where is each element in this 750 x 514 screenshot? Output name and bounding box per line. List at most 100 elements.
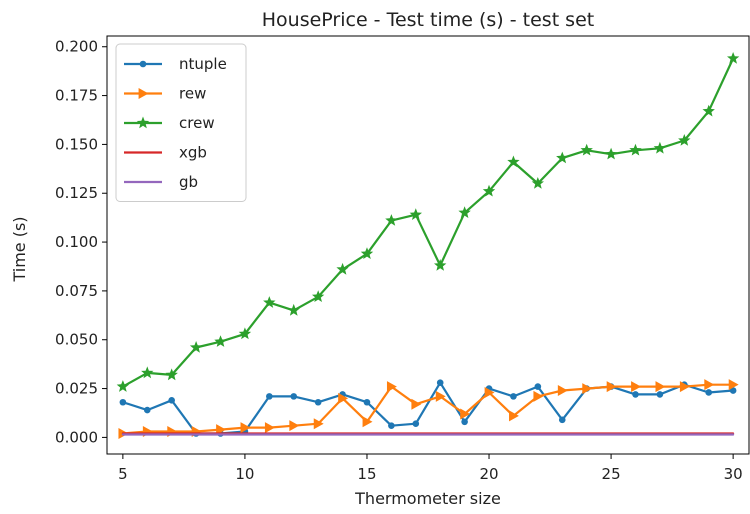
data-point-rew (704, 379, 715, 391)
legend-label: crew (179, 114, 215, 132)
data-point-rew (631, 381, 641, 393)
data-point-ntuple (510, 393, 517, 400)
legend: ntuple rew crew xgb gb (115, 43, 247, 202)
data-point-crew (482, 184, 496, 197)
x-tick-label: 20 (479, 465, 498, 483)
data-point-crew (702, 104, 715, 117)
data-point-ntuple (534, 383, 542, 390)
series-layer (116, 52, 740, 439)
data-point-crew (336, 262, 349, 275)
data-point-crew (238, 327, 252, 340)
data-point-crew (580, 143, 593, 156)
data-point-rew (264, 422, 275, 434)
data-point-crew (727, 52, 740, 64)
y-tick-label: 0.025 (55, 380, 98, 398)
legend-label: xgb (179, 144, 207, 162)
y-tick-label: 0.000 (55, 428, 98, 446)
data-point-ntuple (168, 396, 175, 404)
data-point-ntuple (436, 379, 444, 387)
legend-label: gb (179, 173, 198, 191)
chart-title: HousePrice - Test time (s) - test set (262, 9, 594, 31)
data-point-ntuple (388, 422, 395, 429)
y-tick-label: 0.175 (55, 87, 98, 105)
x-tick-label: 15 (357, 465, 376, 483)
legend-swatch-marker (136, 116, 150, 129)
legend-item-crew: crew (124, 114, 215, 132)
data-point-rew (435, 390, 446, 402)
y-tick-label: 0.125 (55, 184, 98, 202)
data-point-crew (312, 290, 325, 302)
data-point-ntuple (119, 398, 127, 406)
x-tick-label: 5 (118, 465, 128, 483)
data-point-ntuple (656, 391, 664, 398)
data-point-crew (653, 141, 667, 154)
series-rew (118, 379, 739, 439)
data-point-crew (531, 177, 544, 189)
data-point-crew (263, 296, 276, 308)
legend-label: rew (179, 85, 206, 103)
y-tick-label: 0.050 (55, 331, 98, 349)
data-point-crew (287, 303, 300, 316)
data-point-rew (289, 420, 300, 432)
series-crew (116, 52, 740, 392)
legend-item-ntuple: ntuple (124, 55, 227, 73)
data-point-crew (409, 208, 422, 220)
data-point-crew (141, 366, 154, 379)
data-point-crew (678, 134, 691, 146)
data-point-rew (362, 416, 373, 428)
x-tick-label: 25 (602, 465, 621, 483)
axes: 5 10 15 20 25 30 0.000 0.025 0.050 0.075 0.100 0.12… (55, 35, 750, 483)
data-point-ntuple (558, 416, 566, 424)
data-point-ntuple (143, 406, 151, 414)
legend-swatch-marker (138, 88, 149, 99)
legend-item-gb: gb (124, 173, 198, 191)
legend-swatch-marker (139, 60, 147, 68)
data-point-rew (386, 381, 397, 393)
legend-label: ntuple (179, 55, 227, 73)
y-tick-label: 0.200 (55, 38, 98, 56)
data-point-rew (582, 383, 593, 395)
data-point-crew (458, 206, 471, 218)
legend-item-rew: rew (124, 85, 206, 103)
data-point-rew (460, 408, 471, 420)
data-point-rew (533, 390, 544, 402)
data-point-ntuple (461, 418, 468, 426)
series-line-ntuple (121, 381, 735, 435)
y-tick-label: 0.075 (55, 282, 98, 300)
data-point-crew (214, 335, 227, 347)
series-ntuple (119, 379, 737, 437)
data-point-crew (165, 368, 178, 381)
data-point-crew (507, 155, 520, 168)
y-tick-label: 0.100 (55, 233, 98, 251)
data-point-rew (313, 418, 324, 430)
legend-item-xgb: xgb (124, 144, 207, 162)
y-tick-label: 0.150 (55, 135, 98, 153)
data-point-ntuple (363, 398, 371, 406)
data-point-ntuple (412, 420, 420, 428)
data-point-ntuple (632, 391, 639, 398)
data-point-ntuple (705, 389, 713, 396)
data-point-rew (338, 392, 349, 404)
data-point-rew (728, 379, 739, 391)
x-axis-label: Thermometer size (354, 489, 501, 508)
data-point-crew (116, 380, 129, 392)
data-point-rew (655, 381, 666, 393)
x-tick-label: 10 (235, 465, 254, 483)
legend-box (115, 43, 247, 202)
data-point-ntuple (266, 393, 273, 400)
data-point-rew (411, 398, 422, 410)
series-line-rew (121, 383, 735, 435)
data-point-rew (509, 410, 519, 422)
y-axis-label: Time (s) (10, 216, 29, 282)
data-point-ntuple (314, 398, 322, 406)
data-point-ntuple (290, 393, 298, 400)
data-point-rew (606, 381, 617, 393)
data-point-crew (189, 341, 203, 353)
data-point-rew (216, 424, 227, 436)
data-point-ntuple (729, 387, 737, 394)
data-point-rew (557, 385, 568, 397)
x-tick-label: 30 (724, 465, 743, 483)
data-point-crew (385, 214, 398, 226)
